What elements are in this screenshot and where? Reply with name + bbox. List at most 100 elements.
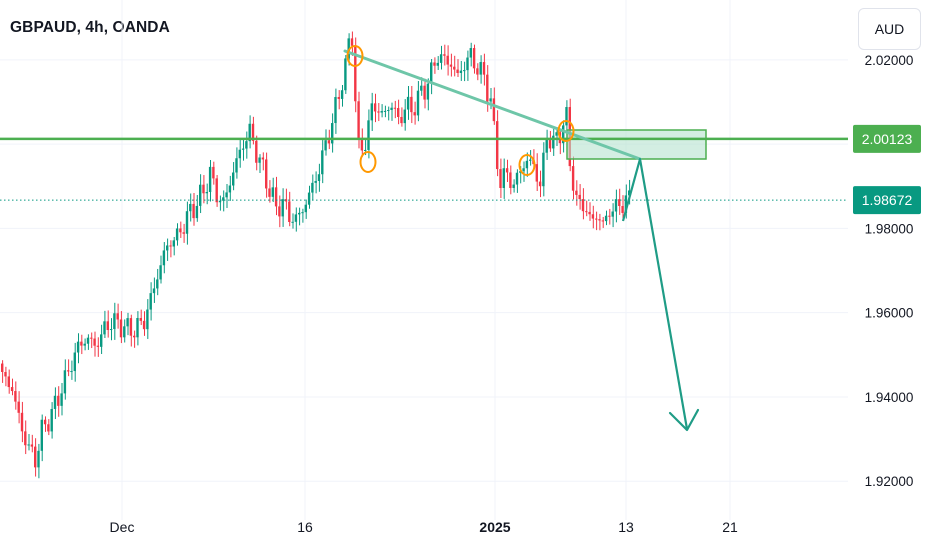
candle-body [24, 431, 27, 446]
candle [73, 342, 76, 382]
candle [370, 92, 373, 131]
candle [1, 360, 4, 383]
candle [301, 208, 304, 223]
candle [611, 203, 614, 228]
candle-body [591, 214, 595, 219]
currency-button[interactable]: AUD [858, 8, 921, 50]
candle-body [149, 293, 152, 310]
candle-body [96, 345, 100, 347]
candle-body [27, 444, 30, 446]
candle [525, 152, 529, 177]
candle [93, 331, 96, 357]
candle [390, 102, 393, 121]
candle [192, 193, 195, 226]
price-tick-label: 1.96000 [865, 306, 914, 321]
time-tick-label: Dec [110, 519, 135, 535]
candle-body [482, 62, 486, 75]
candle [400, 107, 403, 127]
candle [499, 158, 502, 199]
candle-body [529, 159, 532, 161]
candle-body [60, 393, 63, 406]
candle-body [278, 206, 281, 217]
candle [416, 81, 420, 122]
candle-body [80, 341, 83, 346]
candle [410, 85, 413, 124]
candle-body [575, 190, 578, 195]
candle-body [142, 320, 146, 330]
candle-body [334, 97, 337, 124]
candle [548, 130, 552, 152]
candle [344, 55, 347, 94]
candle-body [595, 218, 598, 220]
candle [509, 165, 512, 195]
candle [53, 387, 57, 420]
candle [17, 391, 20, 424]
candle [585, 200, 588, 217]
candle-body [37, 450, 40, 468]
candle-body [469, 48, 472, 58]
candle [446, 45, 449, 76]
candle [575, 180, 578, 206]
candle [175, 223, 179, 246]
candle-body [439, 54, 443, 63]
candle [377, 103, 380, 122]
candle-body [413, 112, 416, 116]
candle-body [113, 313, 116, 330]
candle-body [476, 68, 479, 75]
candle [291, 213, 294, 229]
candle [47, 419, 50, 436]
candle [436, 56, 439, 70]
candle-body [509, 172, 512, 188]
candle [512, 179, 515, 193]
candle [136, 311, 139, 346]
candle-body [109, 329, 113, 331]
candle [479, 55, 482, 84]
candle-body [307, 192, 311, 205]
candle [482, 53, 486, 86]
candle-body [311, 182, 314, 193]
candle [545, 129, 548, 160]
candle [14, 381, 17, 410]
candle [133, 330, 136, 348]
candle-body [601, 220, 604, 222]
candle [430, 59, 433, 95]
candle-body [268, 188, 271, 197]
candle [146, 299, 149, 339]
candles [1, 31, 631, 479]
candle [565, 100, 568, 132]
candle-body [578, 194, 581, 200]
candle [284, 188, 288, 210]
candle-body [519, 171, 522, 173]
candle [472, 44, 476, 74]
candle-body [370, 103, 373, 121]
candle-body [350, 38, 354, 46]
price-tick-label: 1.98000 [865, 221, 914, 236]
candle-body [106, 321, 109, 330]
candle-body [215, 178, 218, 203]
candle-body [185, 211, 189, 234]
candle-body [255, 140, 258, 163]
price-tick-label: 1.94000 [865, 390, 914, 405]
candle-body [393, 107, 397, 109]
candle-body [373, 103, 377, 112]
candle-body [301, 212, 304, 214]
candle [304, 199, 307, 219]
candle [588, 202, 591, 221]
candle-body [400, 116, 403, 124]
candle [614, 189, 618, 223]
candle [505, 159, 509, 183]
candle [109, 318, 113, 341]
candle-body [314, 180, 317, 183]
candle [278, 195, 281, 228]
candle-body [380, 111, 383, 113]
candle [337, 90, 340, 110]
candle-body [525, 160, 529, 169]
candle [423, 78, 426, 109]
candle [324, 129, 327, 156]
candle [90, 332, 93, 349]
candle [476, 63, 479, 81]
candle-body [628, 190, 631, 196]
candle-body [446, 55, 449, 65]
candle-body [571, 166, 575, 191]
